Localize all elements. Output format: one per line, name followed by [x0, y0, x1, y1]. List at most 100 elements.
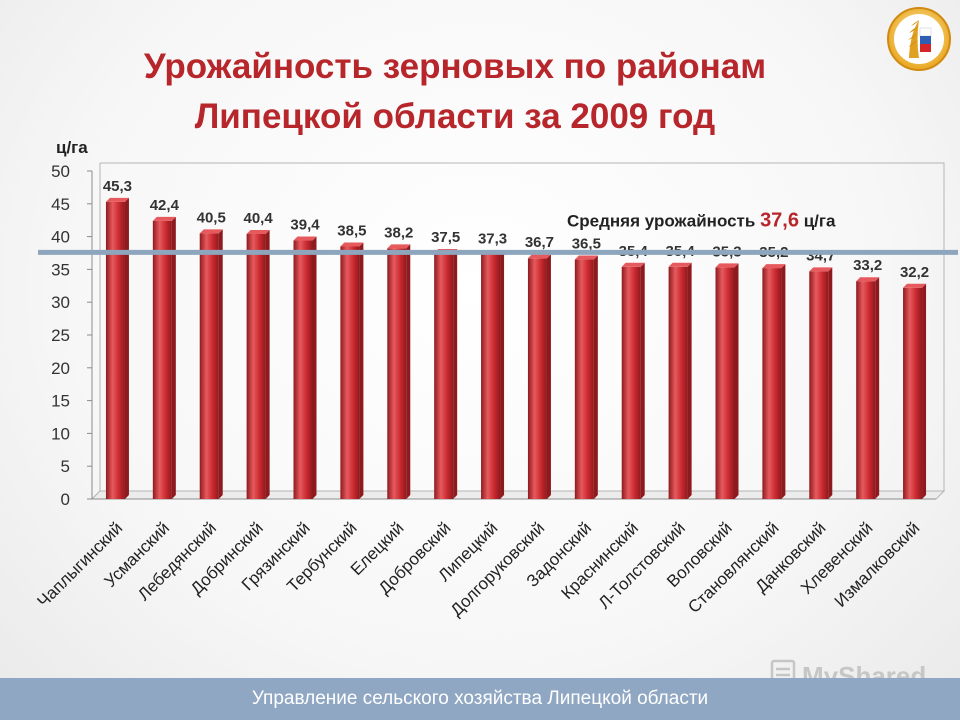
y-axis-label: ц/га — [56, 138, 88, 157]
bar-side — [546, 254, 551, 499]
bar-3 — [199, 229, 223, 499]
bar-value-label-10: 36,7 — [525, 234, 554, 251]
bar-front — [434, 253, 454, 499]
bar-value-label-3: 40,5 — [197, 209, 226, 226]
bar-9 — [481, 250, 505, 499]
y-tick-label-9: 45 — [51, 195, 70, 214]
bar-front — [809, 271, 829, 499]
bar-value-label-9: 37,3 — [478, 230, 507, 247]
bar-value-label-17: 33,2 — [853, 257, 882, 274]
bar-front — [856, 281, 876, 499]
bar-side — [593, 255, 598, 499]
bar-value-label-5: 39,4 — [290, 217, 320, 234]
bar-front — [903, 287, 923, 499]
title-line-2: Липецкой области за 2009 год — [194, 97, 716, 136]
bar-value-label-8: 37,5 — [431, 229, 460, 246]
bar-front — [152, 220, 172, 499]
y-tick-label-2: 10 — [51, 424, 70, 443]
bar-front — [574, 259, 594, 499]
y-tick-label-0: 0 — [61, 490, 70, 509]
bar-top — [293, 236, 317, 241]
bar-side — [312, 236, 317, 499]
bar-top — [105, 197, 129, 202]
bar-side — [453, 249, 458, 499]
title-line-1: Урожайность зерновых по районам — [143, 47, 767, 86]
y-tick-label-8: 40 — [51, 228, 70, 247]
bar-value-label-11: 36,5 — [572, 236, 601, 253]
y-tick-label-6: 30 — [51, 293, 70, 312]
bar-side — [687, 262, 692, 499]
bar-top — [246, 229, 270, 234]
bar-top — [340, 242, 364, 247]
bar-top — [903, 283, 927, 288]
bar-value-label-18: 32,2 — [900, 264, 929, 281]
bar-side — [124, 197, 129, 499]
y-tick-label-10: 50 — [51, 162, 70, 181]
bar-top — [668, 262, 692, 267]
bar-side — [734, 263, 739, 499]
average-label: Средняя урожайность 37,6 ц/га — [567, 209, 836, 231]
bar-front — [199, 233, 219, 499]
bar-value-label-4: 40,4 — [244, 210, 274, 227]
bar-value-label-6: 38,5 — [337, 222, 366, 239]
bar-11 — [574, 255, 598, 499]
bar-top — [809, 267, 833, 272]
bar-side — [781, 264, 786, 499]
bar-front — [668, 266, 688, 499]
x-tick-label-18: Измалковский — [831, 518, 924, 611]
bar-7 — [387, 244, 411, 499]
bar-front — [293, 240, 313, 499]
average-label-unit: ц/га — [799, 211, 836, 230]
bar-16 — [809, 267, 833, 499]
bar-4 — [246, 229, 270, 499]
bar-side — [500, 250, 505, 499]
bar-value-label-1: 45,3 — [103, 178, 132, 195]
bar-value-label-7: 38,2 — [384, 224, 413, 241]
bar-side — [359, 242, 364, 499]
bar-10 — [527, 254, 551, 499]
bar-top — [527, 254, 551, 259]
bar-side — [406, 244, 411, 499]
bar-side — [171, 216, 176, 499]
bar-front — [621, 266, 641, 499]
bar-12 — [621, 262, 645, 499]
bar-side — [875, 277, 880, 499]
bar-2 — [152, 216, 176, 499]
y-tick-label-1: 5 — [61, 457, 70, 476]
bar-front — [340, 246, 360, 499]
bar-top — [621, 262, 645, 267]
bar-front — [715, 267, 735, 499]
bar-top — [715, 263, 739, 268]
average-label-prefix: Средняя урожайность — [567, 211, 760, 230]
average-label-value: 37,6 — [760, 209, 799, 231]
agriculture-emblem-icon — [887, 7, 951, 71]
y-tick-label-7: 35 — [51, 260, 70, 279]
footer: Управление сельского хозяйства Липецкой … — [0, 678, 960, 720]
bar-17 — [856, 277, 880, 499]
bar-top — [856, 277, 880, 282]
bar-side — [218, 229, 223, 499]
bar-side — [640, 262, 645, 499]
bar-front — [481, 254, 501, 499]
bar-1 — [105, 197, 129, 499]
bar-side — [922, 283, 927, 499]
bar-top — [152, 216, 176, 221]
bar-5 — [293, 236, 317, 499]
bar-side — [265, 229, 270, 499]
bar-front — [246, 233, 266, 499]
y-tick-label-3: 15 — [51, 392, 70, 411]
bar-top — [762, 264, 786, 269]
bar-front — [527, 258, 547, 499]
bar-side — [828, 267, 833, 499]
bar-front — [387, 248, 407, 499]
bar-front — [762, 268, 782, 499]
bar-6 — [340, 242, 364, 499]
bar-14 — [715, 263, 739, 499]
bar-top — [574, 255, 598, 260]
y-tick-label-5: 25 — [51, 326, 70, 345]
bar-15 — [762, 264, 786, 499]
bar-top — [387, 244, 411, 249]
bar-value-label-2: 42,4 — [150, 197, 180, 214]
bar-13 — [668, 262, 692, 499]
